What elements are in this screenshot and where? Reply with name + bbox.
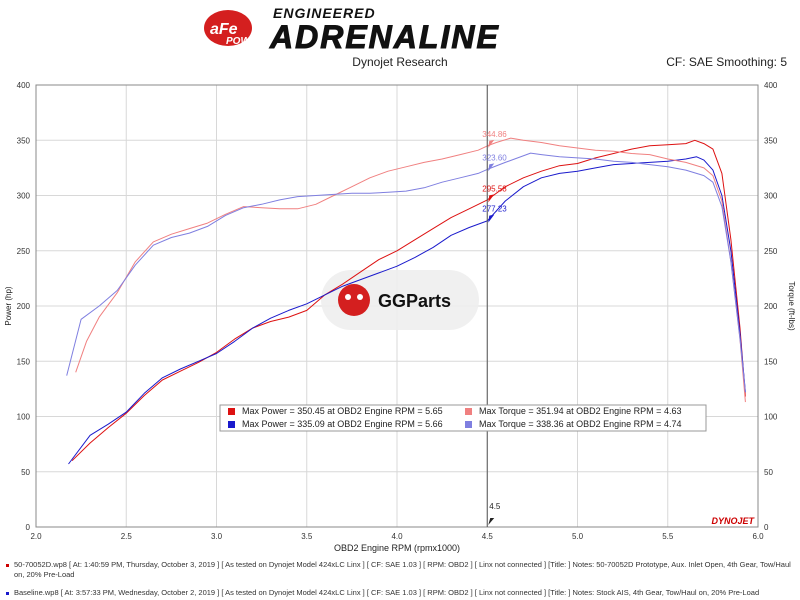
legend-blue-power: Max Power = 335.09 at OBD2 Engine RPM = …	[242, 419, 443, 429]
cursor-value-arrow	[488, 139, 495, 148]
y-tick-label-right: 50	[764, 468, 773, 477]
tagline-main: ADRENALINE	[269, 19, 500, 54]
x-tick-label: 3.5	[301, 532, 313, 541]
y-tick-label-right: 100	[764, 413, 778, 422]
correction-factor: CF: SAE Smoothing: 5	[666, 55, 787, 69]
cursor-value-arrow	[488, 214, 495, 223]
x-tick-label: 5.0	[572, 532, 584, 541]
cursor-value-label: 277.23	[482, 205, 507, 214]
legend-red-torque: Max Torque = 351.94 at OBD2 Engine RPM =…	[479, 406, 681, 416]
cursor-x-label: 4.5	[489, 502, 501, 511]
badge-text: aFe	[210, 21, 238, 38]
plot-frame	[35, 84, 759, 528]
y-tick-label-right: 200	[764, 302, 778, 311]
cursor-value-arrow	[488, 163, 495, 172]
dynojet-logo: DYNOJET	[711, 516, 755, 526]
x-tick-label: 5.5	[662, 532, 674, 541]
y-axis-label-right: Torque (ft-lbs)	[787, 281, 796, 331]
footer-run-1: 50-70052D.wp8 [ At: 1:40:59 PM, Thursday…	[0, 560, 800, 580]
y-tick-label-left: 100	[17, 413, 31, 422]
series	[66, 137, 746, 465]
afe-power-badge: aFe POWER	[204, 10, 265, 47]
gg-logo-icon	[338, 284, 370, 316]
series-line-red-power	[71, 139, 746, 462]
y-tick-label-left: 350	[17, 136, 31, 145]
footer-run-2: Baseline.wp8 [ At: 3:57:33 PM, Wednesday…	[0, 588, 800, 598]
x-axis-label: OBD2 Engine RPM (rpmx1000)	[334, 543, 460, 553]
y-tick-label-right: 150	[764, 357, 778, 366]
series-line-red-torque	[75, 137, 746, 403]
cursor-value-arrow	[488, 194, 495, 203]
y-tick-label-right: 400	[764, 81, 778, 90]
afe-adrenaline-logo: aFe POWER ENGINEERED ADRENALINE	[204, 5, 500, 54]
watermark-text: GGParts	[378, 291, 451, 311]
legend-swatch-blue-power	[228, 421, 235, 428]
series-line-blue-power	[68, 156, 746, 465]
y-tick-label-right: 300	[764, 192, 778, 201]
x-tick-label: 4.0	[391, 532, 403, 541]
cursor-x-arrow	[488, 518, 495, 525]
series-line-blue-torque	[66, 152, 746, 393]
x-tick-label: 4.5	[482, 532, 494, 541]
legend-swatch-red-power	[228, 408, 235, 415]
cursor-value-label: 344.86	[482, 130, 507, 139]
x-tick-label: 6.0	[752, 532, 764, 541]
y-tick-label-left: 50	[21, 468, 30, 477]
y-tick-label-left: 250	[17, 247, 31, 256]
cursor-value-label: 295.58	[482, 184, 507, 193]
x-tick-label: 2.0	[30, 532, 42, 541]
y-tick-label-right: 250	[764, 247, 778, 256]
y-tick-label-left: 400	[17, 81, 31, 90]
chart-source: Dynojet Research	[352, 55, 448, 69]
legend-swatch-blue-torque	[465, 421, 472, 428]
y-tick-label-right: 0	[764, 523, 769, 532]
tagline-top: ENGINEERED	[273, 5, 376, 21]
y-tick-label-left: 300	[17, 192, 31, 201]
legend-red-power: Max Power = 350.45 at OBD2 Engine RPM = …	[242, 406, 443, 416]
legend-swatch-red-torque	[465, 408, 472, 415]
x-tick-label: 2.5	[121, 532, 133, 541]
legend: Max Power = 350.45 at OBD2 Engine RPM = …	[219, 404, 707, 432]
y-tick-label-left: 0	[26, 523, 31, 532]
watermark: GGParts	[321, 270, 479, 330]
y-tick-label-right: 350	[764, 136, 778, 145]
y-tick-label-left: 200	[17, 302, 31, 311]
y-tick-label-left: 150	[17, 357, 31, 366]
cursor: 4.5 344.86 323.60 295.58 277.23	[482, 85, 507, 527]
badge-power-text: POWER	[226, 36, 265, 47]
legend-blue-torque: Max Torque = 338.36 at OBD2 Engine RPM =…	[479, 419, 681, 429]
cursor-value-label: 323.60	[482, 153, 507, 162]
x-tick-label: 3.0	[211, 532, 223, 541]
y-axis-label-left: Power (hp)	[4, 286, 13, 325]
